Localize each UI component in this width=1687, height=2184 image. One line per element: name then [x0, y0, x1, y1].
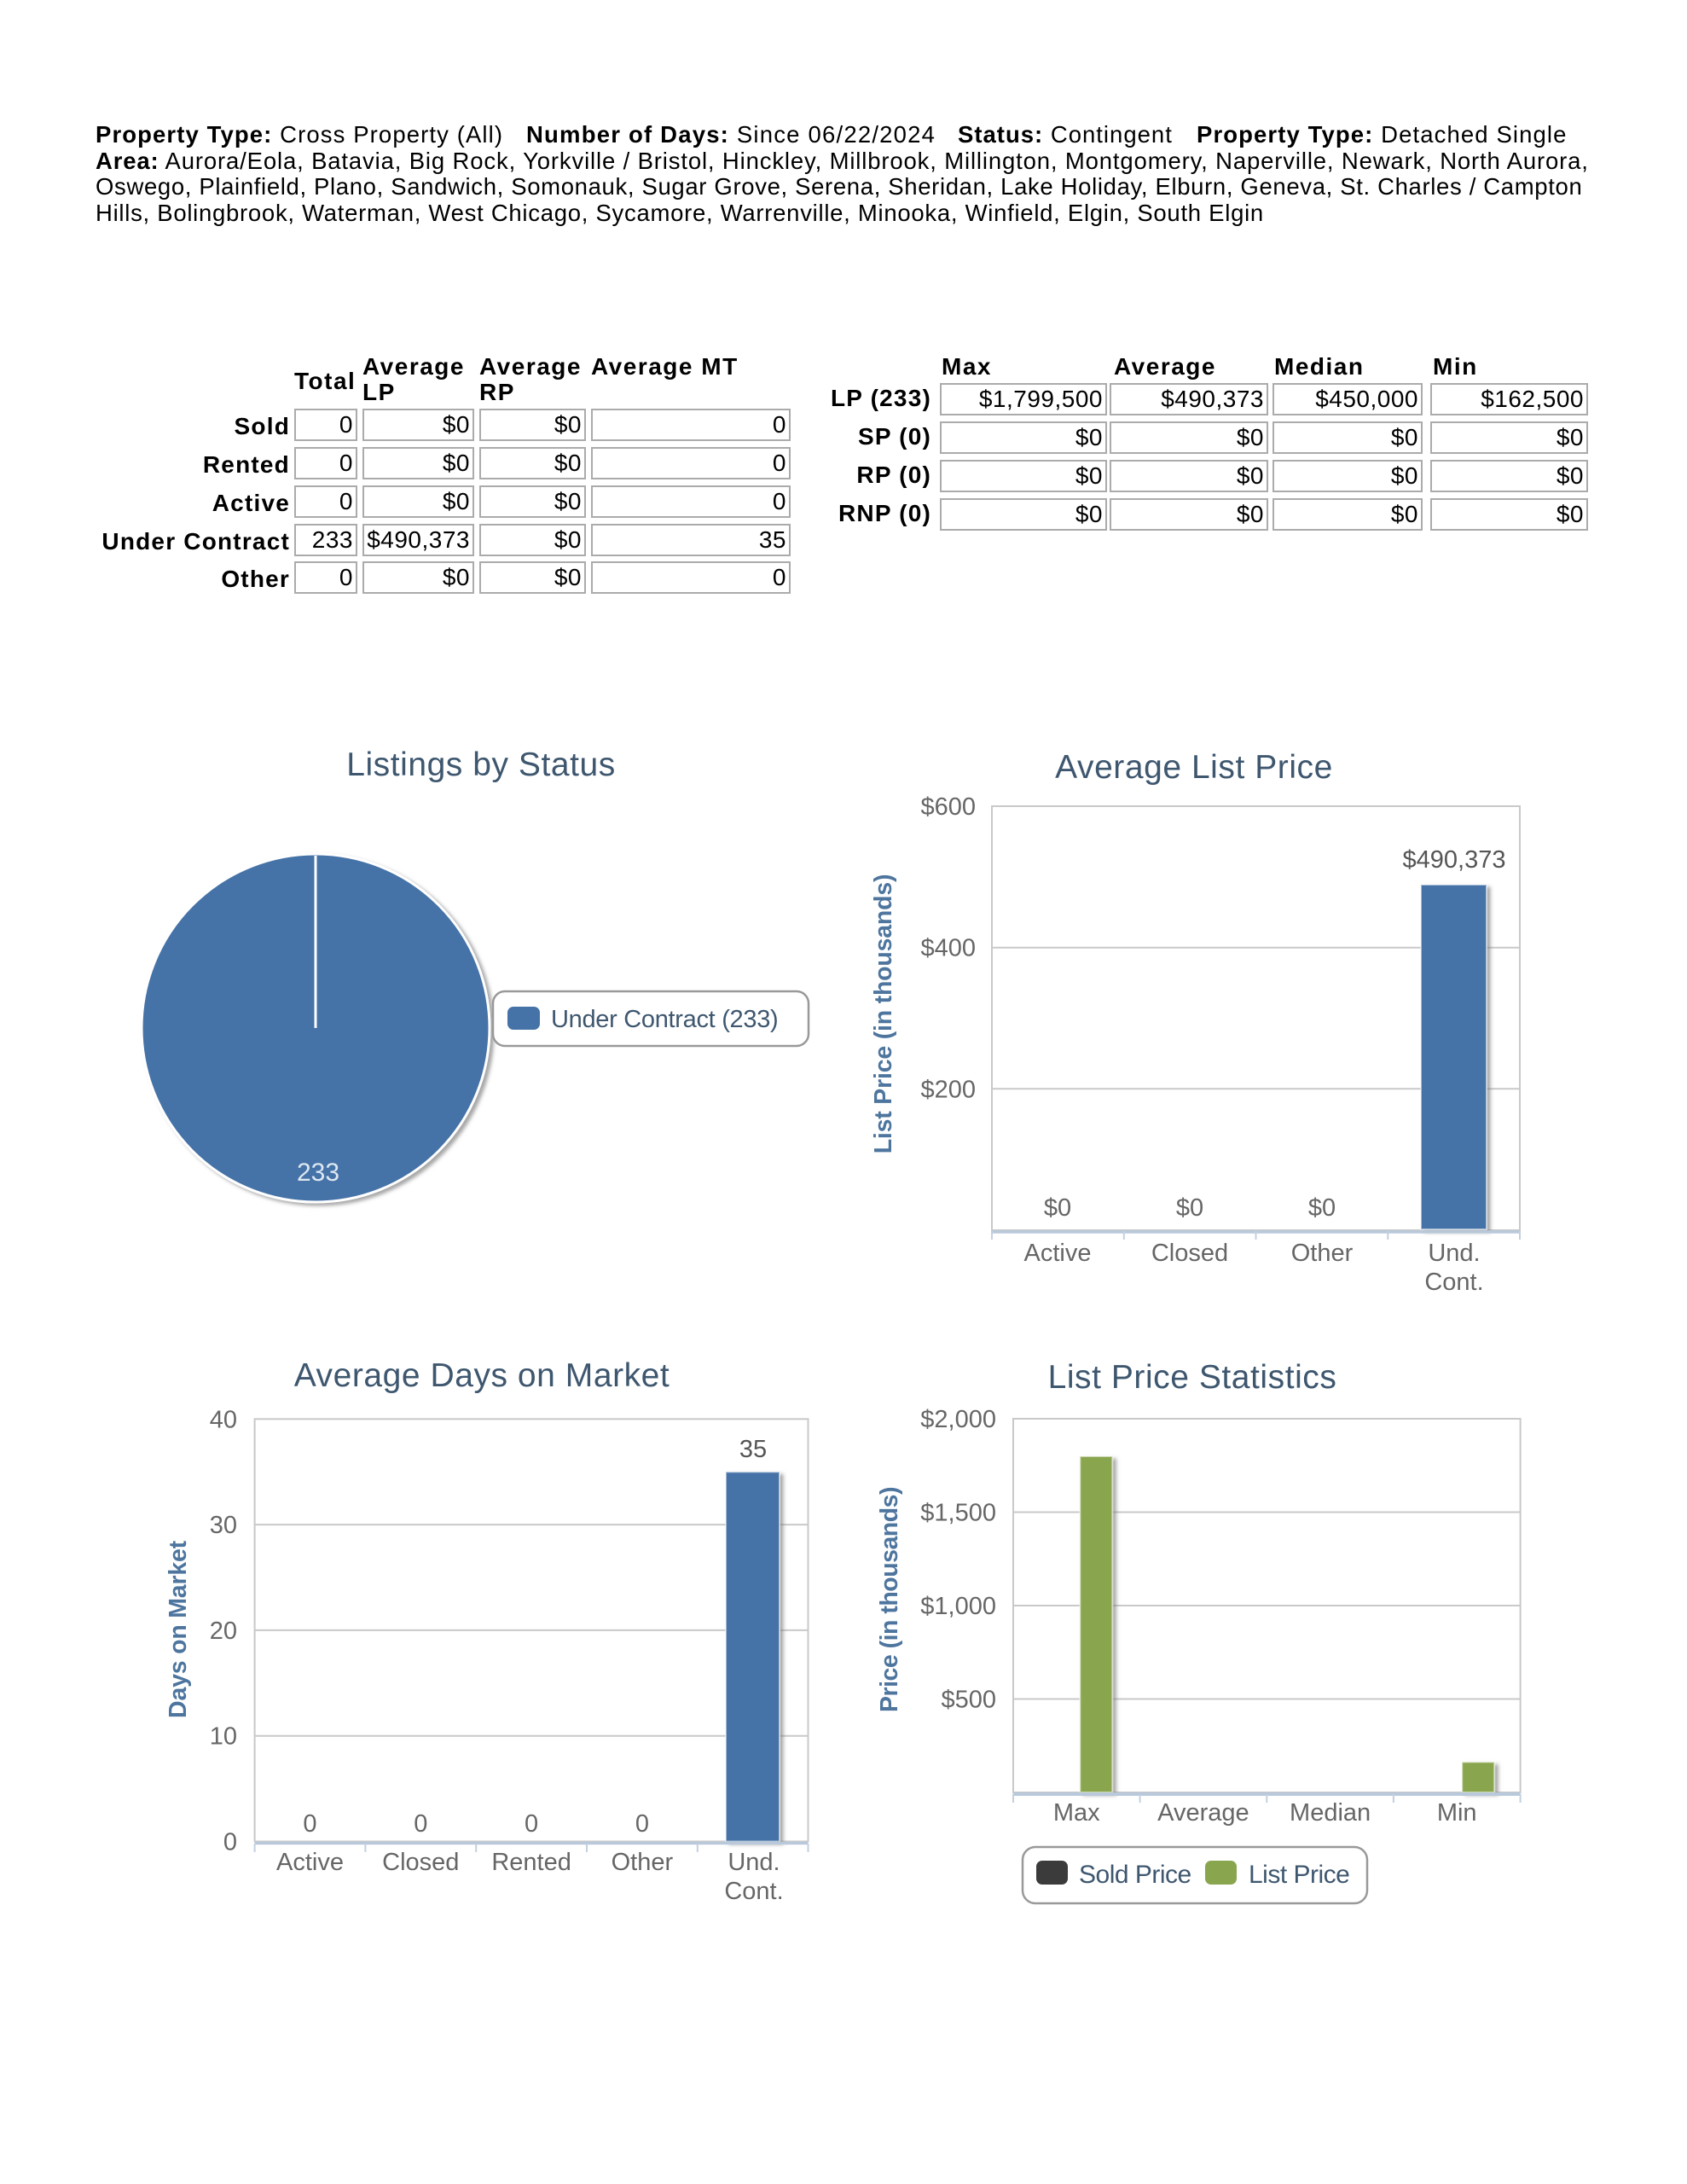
- svg-text:Other: Other: [612, 1849, 674, 1876]
- svg-text:20: 20: [210, 1618, 237, 1645]
- svg-text:Cont.: Cont.: [724, 1878, 783, 1905]
- svg-text:Average Days on Market: Average Days on Market: [294, 1357, 670, 1394]
- svg-text:Average List Price: Average List Price: [1055, 749, 1333, 786]
- svg-text:Active: Active: [1024, 1240, 1092, 1267]
- svg-text:Average: Average: [1157, 1799, 1249, 1827]
- svg-text:0: 0: [223, 1829, 237, 1856]
- svg-text:Und.: Und.: [1428, 1240, 1480, 1267]
- svg-text:List Price Statistics: List Price Statistics: [1048, 1359, 1337, 1396]
- svg-text:$400: $400: [920, 935, 976, 962]
- svg-text:35: 35: [739, 1436, 767, 1463]
- svg-text:$500: $500: [941, 1687, 996, 1714]
- svg-text:Sold Price: Sold Price: [1079, 1861, 1191, 1889]
- svg-text:$2,000: $2,000: [920, 1406, 996, 1433]
- svg-text:233: 233: [297, 1159, 339, 1187]
- svg-text:$0: $0: [1044, 1194, 1071, 1222]
- svg-text:$1,500: $1,500: [920, 1500, 996, 1527]
- svg-text:Active: Active: [276, 1849, 344, 1876]
- svg-text:Min: Min: [1437, 1799, 1477, 1827]
- svg-text:Cont.: Cont.: [1424, 1269, 1483, 1296]
- svg-text:$1,000: $1,000: [920, 1593, 996, 1620]
- svg-text:0: 0: [414, 1810, 427, 1838]
- svg-text:Under Contract (233): Under Contract (233): [551, 1006, 778, 1033]
- svg-text:40: 40: [210, 1406, 237, 1433]
- svg-text:List Price: List Price: [1249, 1861, 1349, 1889]
- svg-text:$0: $0: [1176, 1194, 1203, 1222]
- svg-text:$0: $0: [1308, 1194, 1336, 1222]
- svg-text:Median: Median: [1290, 1799, 1371, 1827]
- svg-text:Rented: Rented: [491, 1849, 571, 1876]
- svg-text:10: 10: [210, 1723, 237, 1751]
- svg-text:Closed: Closed: [382, 1849, 459, 1876]
- svg-text:0: 0: [303, 1810, 316, 1838]
- svg-text:Price (in thousands): Price (in thousands): [876, 1487, 903, 1712]
- svg-text:Listings by Status: Listings by Status: [346, 746, 616, 783]
- svg-text:Max: Max: [1053, 1799, 1100, 1827]
- svg-text:30: 30: [210, 1512, 237, 1539]
- svg-text:$600: $600: [920, 793, 976, 821]
- svg-text:0: 0: [525, 1810, 538, 1838]
- svg-text:0: 0: [635, 1810, 649, 1838]
- svg-text:Closed: Closed: [1151, 1240, 1228, 1267]
- svg-text:$490,373: $490,373: [1403, 846, 1506, 874]
- svg-text:Other: Other: [1291, 1240, 1354, 1267]
- svg-text:$200: $200: [920, 1076, 976, 1103]
- svg-text:Days on Market: Days on Market: [165, 1540, 192, 1718]
- svg-text:List Price (in thousands): List Price (in thousands): [870, 874, 897, 1154]
- svg-text:Und.: Und.: [728, 1849, 780, 1876]
